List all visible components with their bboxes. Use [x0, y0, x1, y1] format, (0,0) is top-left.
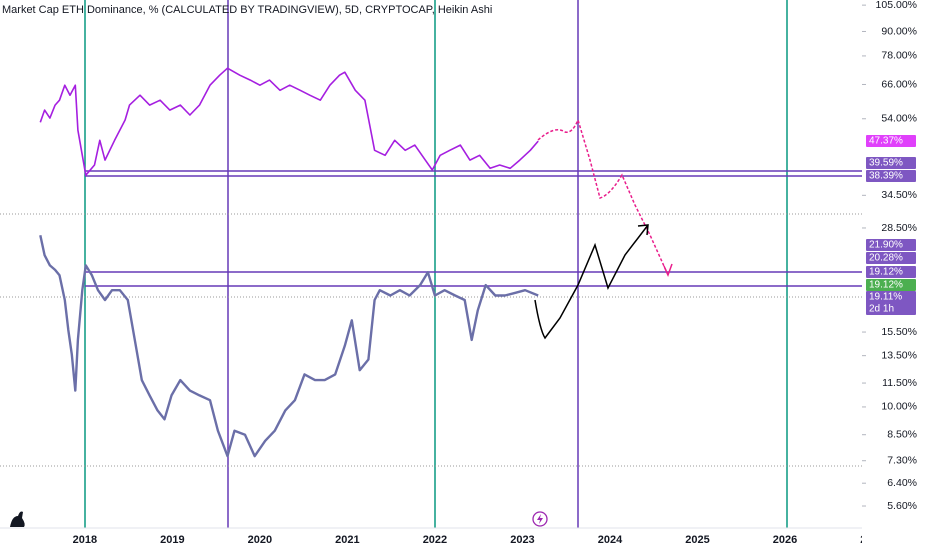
x-tick-label: 2022	[423, 534, 447, 546]
x-tick-label: 2020	[248, 534, 272, 546]
y-tick-label: 8.50%	[887, 428, 917, 440]
price-label-box	[866, 279, 916, 291]
x-tick-label: 2023	[510, 534, 534, 546]
price-label: 39.59%	[869, 158, 903, 169]
plot: 2018201920202021202220232024202520262027	[39, 67, 885, 546]
y-tick-label: 6.40%	[887, 477, 917, 489]
y-tick-label: 78.00%	[881, 50, 917, 62]
y-tick-label: 5.60%	[887, 500, 917, 512]
arrow-head	[663, 263, 673, 278]
price-label: 47.37%	[869, 136, 903, 147]
price-label-box	[866, 252, 916, 264]
series-line	[39, 235, 539, 458]
x-tick-label: 2018	[73, 534, 97, 546]
countdown: 2d 1h	[869, 304, 894, 315]
y-tick-label: 34.50%	[881, 189, 917, 201]
forecast-drawing	[534, 224, 649, 340]
y-tick-label: 15.50%	[881, 326, 917, 338]
arrow-head	[637, 224, 649, 236]
y-tick-label: 13.50%	[881, 349, 917, 361]
price-label: 19.11%	[869, 292, 902, 303]
price-label: 21.90%	[869, 240, 903, 251]
chart-title: Market Cap ETH Dominance, % (CALCULATED …	[2, 4, 492, 16]
forecast-drawing	[537, 117, 669, 276]
y-tick-label: 7.30%	[887, 454, 917, 466]
lightning-icon[interactable]	[532, 511, 548, 527]
x-tick-label: 2024	[598, 534, 623, 546]
x-tick-label: 2019	[160, 534, 184, 546]
x-tick-label: 2021	[335, 534, 359, 546]
price-label-box	[866, 135, 916, 147]
y-tick-label: 90.00%	[881, 25, 917, 37]
y-tick-label: 105.00%	[876, 0, 917, 11]
price-label-box	[866, 170, 916, 182]
x-tick-label: 2025	[685, 534, 709, 546]
price-label-box	[866, 157, 916, 169]
logo	[10, 511, 25, 527]
y-tick-label: 11.50%	[882, 377, 917, 389]
price-label: 20.28%	[869, 253, 903, 264]
x-tick-label: 2026	[773, 534, 797, 546]
y-tick-label: 10.00%	[881, 401, 917, 413]
price-label-box	[866, 266, 916, 278]
price-label-box	[866, 291, 916, 315]
price-label-box	[866, 239, 916, 251]
price-label: 38.39%	[869, 171, 903, 182]
series-line	[39, 67, 539, 176]
drawings	[0, 0, 862, 528]
price-label: 19.12%	[869, 280, 903, 291]
y-tick-label: 54.00%	[881, 113, 917, 125]
y-tick-label: 66.00%	[881, 78, 917, 90]
y-tick-label: 28.50%	[881, 222, 917, 234]
price-label: 19.12%	[869, 267, 903, 278]
